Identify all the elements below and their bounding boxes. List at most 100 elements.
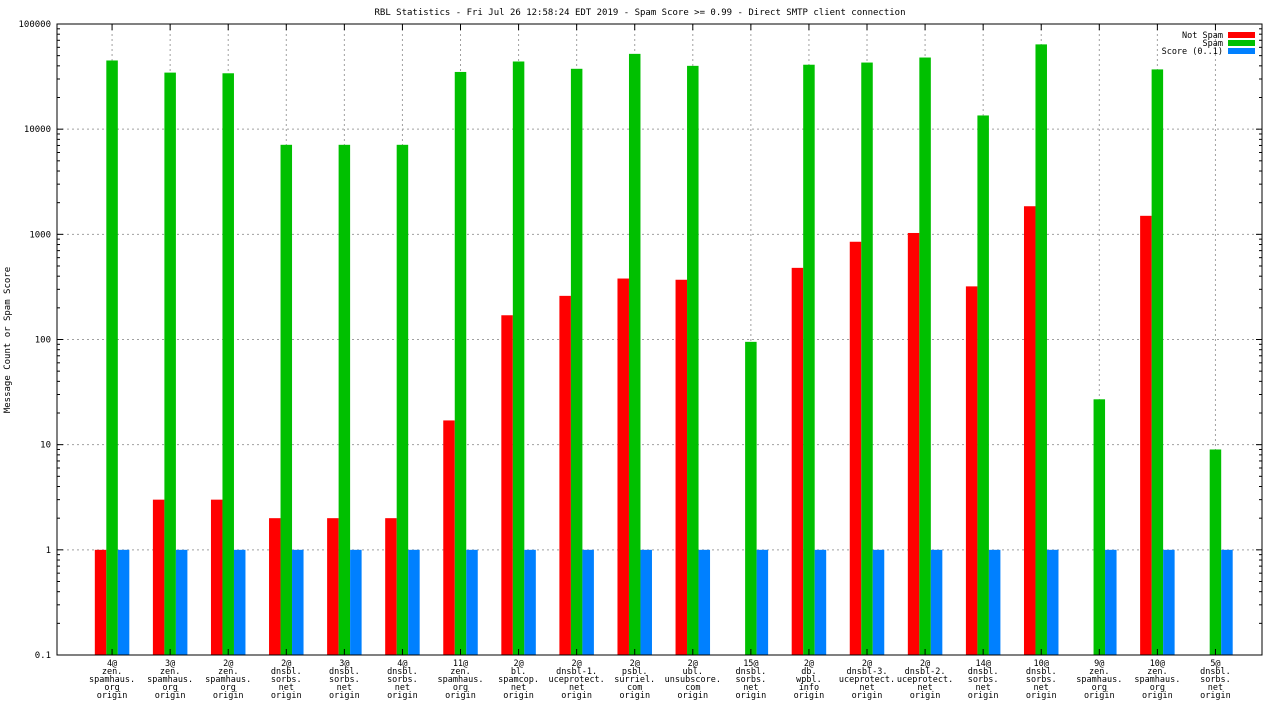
x-category-label: com [627, 683, 642, 693]
x-category-label: org [162, 683, 177, 693]
bar-not-spam [269, 518, 281, 655]
x-category-label: dnsbl. [387, 667, 418, 677]
x-category-label: dnsbl. [736, 667, 767, 677]
x-category-label: wpbl. [796, 675, 822, 685]
x-category-label: zen. [102, 667, 122, 677]
bar-spam [396, 144, 409, 655]
x-category-label: net [395, 683, 410, 693]
x-category-label: sorbs. [1200, 675, 1231, 685]
x-category-label: origin [445, 691, 476, 701]
x-category-label: spamhaus. [89, 675, 135, 685]
bar-not-spam [1023, 206, 1036, 655]
bar-spam [338, 144, 351, 655]
x-category-label: net [1208, 683, 1223, 693]
x-category-label: origin [910, 691, 941, 701]
bar-spam [570, 68, 583, 655]
x-category-label: net [337, 683, 352, 693]
x-category-label: uceprotect. [839, 675, 895, 685]
bar-not-spam [443, 420, 455, 655]
x-category-label: 2@ [688, 659, 698, 669]
x-category-label: ubl. [683, 667, 703, 677]
x-category-label: zen. [450, 667, 470, 677]
x-category-label: net [975, 683, 990, 693]
x-category-label: uceprotect. [549, 675, 605, 685]
x-category-label: 2@ [572, 659, 582, 669]
x-category-label: origin [1084, 691, 1115, 701]
x-category-label: zen. [218, 667, 238, 677]
x-category-label: 9@ [1094, 659, 1104, 669]
x-category-label: spamhaus. [1076, 675, 1122, 685]
x-category-label: 4@ [107, 659, 117, 669]
x-category-label: sorbs. [968, 675, 999, 685]
x-category-label: origin [155, 691, 186, 701]
bar-not-spam [501, 315, 513, 655]
bar-spam [222, 73, 234, 655]
x-category-label: origin [619, 691, 650, 701]
x-category-label: net [511, 683, 526, 693]
x-category-label: sorbs. [1026, 675, 1057, 685]
x-category-label: spamhaus. [205, 675, 251, 685]
x-category-label: net [1034, 683, 1049, 693]
x-category-label: dnsbl-1. [556, 667, 597, 677]
y-tick-label: 1 [46, 546, 51, 556]
bar-not-spam [849, 241, 862, 655]
bar-score-0-1 [408, 549, 420, 655]
bar-score-0-1 [350, 549, 362, 655]
y-tick-label: 10000 [24, 125, 51, 135]
bar-score-0-1 [466, 549, 478, 655]
x-category-label: org [1150, 683, 1165, 693]
x-category-label: 5@ [1210, 659, 1220, 669]
x-category-label: spamhaus. [1134, 675, 1180, 685]
bar-not-spam [559, 295, 571, 655]
bar-score-0-1 [117, 549, 130, 655]
x-category-label: zen. [160, 667, 180, 677]
x-category-label: 10@ [1034, 659, 1049, 669]
bar-score-0-1 [1046, 549, 1059, 655]
x-category-label: bl. [511, 667, 526, 677]
bar-spam [280, 144, 293, 655]
x-category-label: origin [387, 691, 418, 701]
bar-score-0-1 [1105, 549, 1117, 655]
x-category-label: unsubscore. [665, 675, 721, 685]
x-category-label: org [221, 683, 236, 693]
bar-not-spam [965, 286, 978, 655]
x-category-label: origin [852, 691, 883, 701]
x-category-label: 4@ [397, 659, 407, 669]
x-category-label: 2@ [862, 659, 872, 669]
x-category-label: origin [503, 691, 534, 701]
bar-spam [1151, 69, 1164, 656]
x-category-label: origin [1026, 691, 1057, 701]
x-category-label: 15@ [743, 659, 758, 669]
y-tick-label: 0.1 [35, 651, 51, 661]
x-category-label: zen. [1089, 667, 1109, 677]
x-category-label: org [453, 683, 468, 693]
x-category-label: 11@ [453, 659, 468, 669]
bar-spam [977, 115, 989, 655]
x-category-label: origin [213, 691, 244, 701]
bar-not-spam [617, 278, 629, 655]
labels-layer: 0.11101001000100001000004@zen.spamhaus.o… [18, 20, 1230, 701]
x-category-label: origin [561, 691, 592, 701]
bar-not-spam [791, 267, 804, 655]
x-category-label: dnsbl. [271, 667, 302, 677]
bar-score-0-1 [756, 549, 769, 655]
legend-swatch [1228, 32, 1255, 38]
bar-score-0-1 [175, 549, 188, 655]
bar-score-0-1 [1163, 549, 1175, 655]
x-category-label: uceprotect. [897, 675, 953, 685]
x-category-label: 3@ [339, 659, 349, 669]
x-category-label: net [743, 683, 758, 693]
x-category-label: 2@ [920, 659, 930, 669]
bar-not-spam [1140, 215, 1152, 656]
chart-title: RBL Statistics - Fri Jul 26 12:58:24 EDT… [374, 8, 905, 18]
ticks-layer [57, 23, 1262, 656]
y-tick-label: 1000 [29, 230, 51, 240]
x-category-label: origin [271, 691, 302, 701]
x-category-label: 2@ [804, 659, 814, 669]
bars-layer [94, 44, 1233, 656]
bar-score-0-1 [1221, 549, 1233, 655]
x-category-label: com [685, 683, 700, 693]
bar-spam [164, 72, 176, 656]
